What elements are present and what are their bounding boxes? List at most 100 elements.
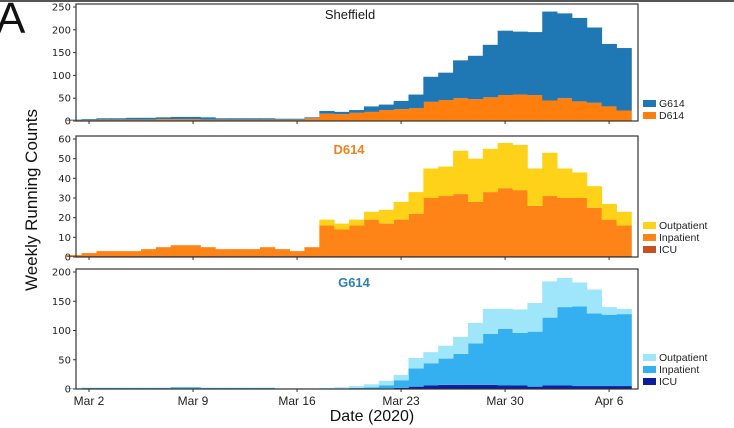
bar-inpatient-2-35 — [586, 313, 603, 387]
bar-outpatient-1-32 — [542, 152, 558, 197]
bar-g614-0-18 — [334, 111, 350, 115]
plot-frame-1 — [75, 135, 639, 258]
legend-swatch-outpatient-1 — [643, 222, 656, 229]
y-tick-label-0-4: 200 — [52, 25, 71, 36]
bar-outpatient-1-29 — [497, 142, 513, 189]
bar-inpatient-1-4 — [126, 251, 142, 257]
bar-d614-0-14 — [274, 119, 291, 121]
bar-icu-2-35 — [586, 386, 603, 389]
bar-inpatient-1-27 — [467, 201, 484, 257]
bar-g614-0-20 — [363, 106, 380, 112]
bar-d614-0-26 — [453, 98, 469, 121]
y-tick-label-2-3: 150 — [52, 297, 71, 308]
bar-inpatient-1-10 — [215, 249, 231, 257]
bar-outpatient-1-30 — [512, 144, 528, 191]
panel-title-2: G614 — [338, 275, 371, 290]
bar-inpatient-2-27 — [467, 343, 484, 385]
bar-g614-0-15 — [289, 118, 305, 120]
bar-outpatient-1-25 — [438, 166, 454, 197]
bar-inpatient-2-31 — [527, 331, 543, 387]
bar-inpatient-2-37 — [616, 314, 632, 387]
bar-outpatient-2-21 — [378, 380, 395, 386]
bar-outpatient-1-31 — [527, 168, 543, 206]
legend-swatch-d614-0 — [643, 112, 656, 119]
legend-label-inpatient-1: Inpatient — [659, 232, 699, 244]
bar-d614-0-35 — [586, 102, 603, 121]
bar-outpatient-2-17 — [319, 387, 335, 389]
bar-g614-0-0 — [66, 119, 82, 121]
bar-outpatient-2-35 — [586, 289, 603, 314]
bar-d614-0-17 — [319, 113, 335, 121]
y-tick-label-1-5: 50 — [58, 154, 71, 165]
bar-d614-0-18 — [334, 114, 350, 121]
bar-g614-0-8 — [185, 116, 201, 120]
y-tick-label-1-1: 10 — [58, 233, 71, 244]
bar-inpatient-1-2 — [96, 251, 112, 257]
bar-inpatient-1-20 — [363, 219, 380, 257]
bar-outpatient-1-26 — [453, 150, 469, 195]
bar-d614-0-12 — [245, 119, 261, 121]
bar-g614-0-29 — [497, 30, 513, 96]
bar-d614-0-19 — [349, 112, 365, 121]
y-tick-label-2-4: 200 — [52, 268, 71, 279]
x-tick-label-2: Mar 16 — [278, 394, 316, 408]
bar-outpatient-1-20 — [363, 211, 380, 220]
bar-outpatient-1-34 — [571, 172, 588, 198]
x-tick-label-1: Mar 9 — [178, 394, 209, 408]
bar-g614-0-21 — [378, 104, 395, 111]
bar-g614-0-37 — [616, 48, 632, 111]
bar-outpatient-2-31 — [527, 303, 543, 332]
plot-frame-0 — [75, 3, 639, 122]
bar-d614-0-5 — [141, 119, 157, 121]
bar-inpatient-1-17 — [319, 225, 335, 257]
plot-frame-2 — [75, 268, 639, 390]
bar-d614-0-15 — [289, 119, 305, 121]
y-tick-label-1-3: 30 — [58, 194, 71, 205]
legend-label-g614-0: G614 — [659, 98, 685, 110]
y-tick-label-0-3: 150 — [52, 48, 71, 59]
bar-inpatient-1-32 — [542, 196, 558, 257]
bar-icu-2-28 — [482, 384, 499, 389]
bar-outpatient-1-19 — [349, 219, 365, 226]
bar-outpatient-2-29 — [497, 308, 513, 329]
bar-outpatient-2-19 — [349, 386, 365, 388]
bar-g614-0-36 — [601, 43, 617, 107]
legend-label-inpatient-2: Inpatient — [659, 364, 699, 376]
bar-inpatient-1-29 — [497, 188, 513, 257]
bar-inpatient-1-25 — [438, 196, 454, 257]
bar-inpatient-1-19 — [349, 225, 365, 257]
bar-inpatient-2-32 — [542, 317, 558, 386]
bar-g614-0-10 — [215, 118, 231, 120]
bar-inpatient-2-33 — [557, 307, 573, 386]
y-tick-label-0-2: 100 — [52, 71, 71, 82]
bar-outpatient-1-23 — [408, 192, 424, 214]
bar-d614-0-36 — [601, 106, 617, 121]
x-tick-label-0: Mar 2 — [74, 394, 105, 408]
bar-d614-0-3 — [111, 119, 127, 121]
bar-g614-0-1 — [81, 119, 97, 121]
y-tick-label-0-1: 50 — [58, 94, 71, 105]
bar-outpatient-1-28 — [482, 148, 499, 193]
bar-inpatient-1-37 — [616, 225, 632, 257]
bar-g614-0-19 — [349, 110, 365, 113]
bar-d614-0-13 — [259, 119, 276, 121]
bar-inpatient-1-8 — [185, 245, 201, 257]
bar-inpatient-1-34 — [571, 198, 588, 257]
bar-g614-0-35 — [586, 27, 603, 103]
bar-inpatient-1-22 — [393, 219, 409, 257]
bar-g614-0-7 — [170, 116, 186, 120]
y-tick-label-1-6: 60 — [58, 135, 71, 146]
bar-outpatient-1-33 — [557, 168, 573, 198]
bar-outpatient-2-27 — [467, 322, 484, 344]
legend-swatch-icu-2 — [643, 378, 656, 385]
y-tick-label-2-2: 100 — [52, 326, 71, 337]
bar-d614-0-23 — [408, 108, 424, 121]
legend-swatch-inpatient-1 — [643, 234, 656, 241]
bar-icu-2-25 — [438, 384, 454, 389]
bar-icu-2-31 — [527, 386, 543, 389]
bar-inpatient-2-29 — [497, 328, 513, 386]
legend-swatch-outpatient-2 — [643, 354, 656, 361]
bar-g614-0-9 — [200, 117, 216, 120]
bar-icu-2-32 — [542, 385, 558, 389]
